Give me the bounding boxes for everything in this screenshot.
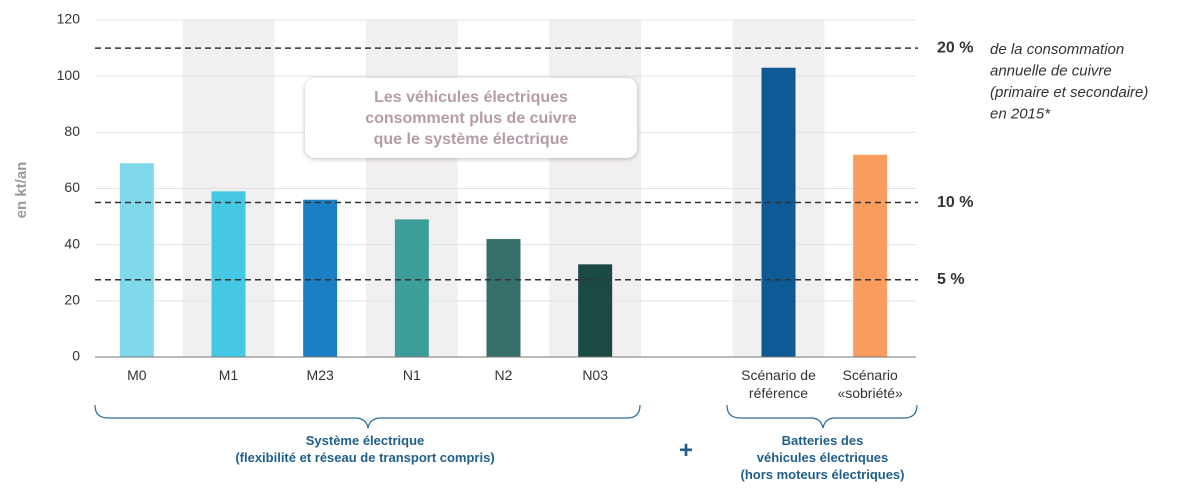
x-tick-label: M0: [127, 367, 147, 383]
reference-note: annuelle de cuivre: [990, 62, 1112, 79]
callout-box: Les véhicules électriques consomment plus…: [305, 78, 637, 158]
reference-label: 10 %: [937, 194, 973, 211]
reference-label: 5 %: [937, 271, 965, 288]
bar: [211, 191, 246, 357]
callout-line: que le système électrique: [373, 130, 569, 148]
group-label-line: (hors moteurs électriques): [740, 467, 905, 482]
y-axis-label: en kt/an: [13, 162, 30, 219]
y-tick-label: 60: [64, 179, 80, 195]
x-tick-label: N1: [402, 367, 421, 383]
bar: [303, 199, 338, 357]
reference-label: 20 %: [937, 39, 973, 56]
group-label: Système électrique (flexibilité et réseau…: [170, 432, 560, 466]
bar: [761, 67, 796, 357]
y-tick-label: 100: [57, 67, 81, 83]
x-tick-label: M23: [306, 367, 334, 383]
bar: [486, 239, 521, 357]
x-tick-label: N2: [494, 367, 513, 383]
bar: [119, 163, 154, 357]
y-tick-label: 40: [64, 235, 80, 251]
x-tick-label: M1: [218, 367, 239, 383]
reference-note: de la consommation: [990, 41, 1124, 58]
bar: [394, 219, 429, 357]
bar: [853, 154, 888, 357]
reference-note: (primaire et secondaire): [990, 84, 1148, 101]
group-brace: [726, 404, 918, 429]
group-label-line: véhicules électriques: [756, 450, 889, 465]
y-tick-label: 80: [64, 123, 80, 139]
callout-line: Les véhicules électriques: [374, 88, 568, 106]
y-tick-label: 0: [72, 348, 80, 364]
y-tick-label: 20: [64, 292, 80, 308]
group-label-line: Batteries des: [781, 433, 864, 448]
reference-note: en 2015*: [990, 105, 1051, 122]
callout-line: consomment plus de cuivre: [365, 109, 577, 127]
group-label: Batteries des véhicules électriques (hors …: [720, 432, 925, 483]
group-separator: +: [678, 437, 693, 464]
x-tick-label: N03: [582, 367, 608, 383]
y-tick-label: 120: [57, 11, 81, 27]
bar: [578, 264, 613, 357]
group-label-line: (flexibilité et réseau de transport comp…: [235, 450, 495, 465]
x-tick-label: Scénario de référence: [741, 367, 816, 401]
group-brace: [94, 404, 641, 429]
x-tick-label: Scénario «sobriété»: [837, 367, 903, 401]
group-label-line: Système électrique: [305, 433, 425, 448]
